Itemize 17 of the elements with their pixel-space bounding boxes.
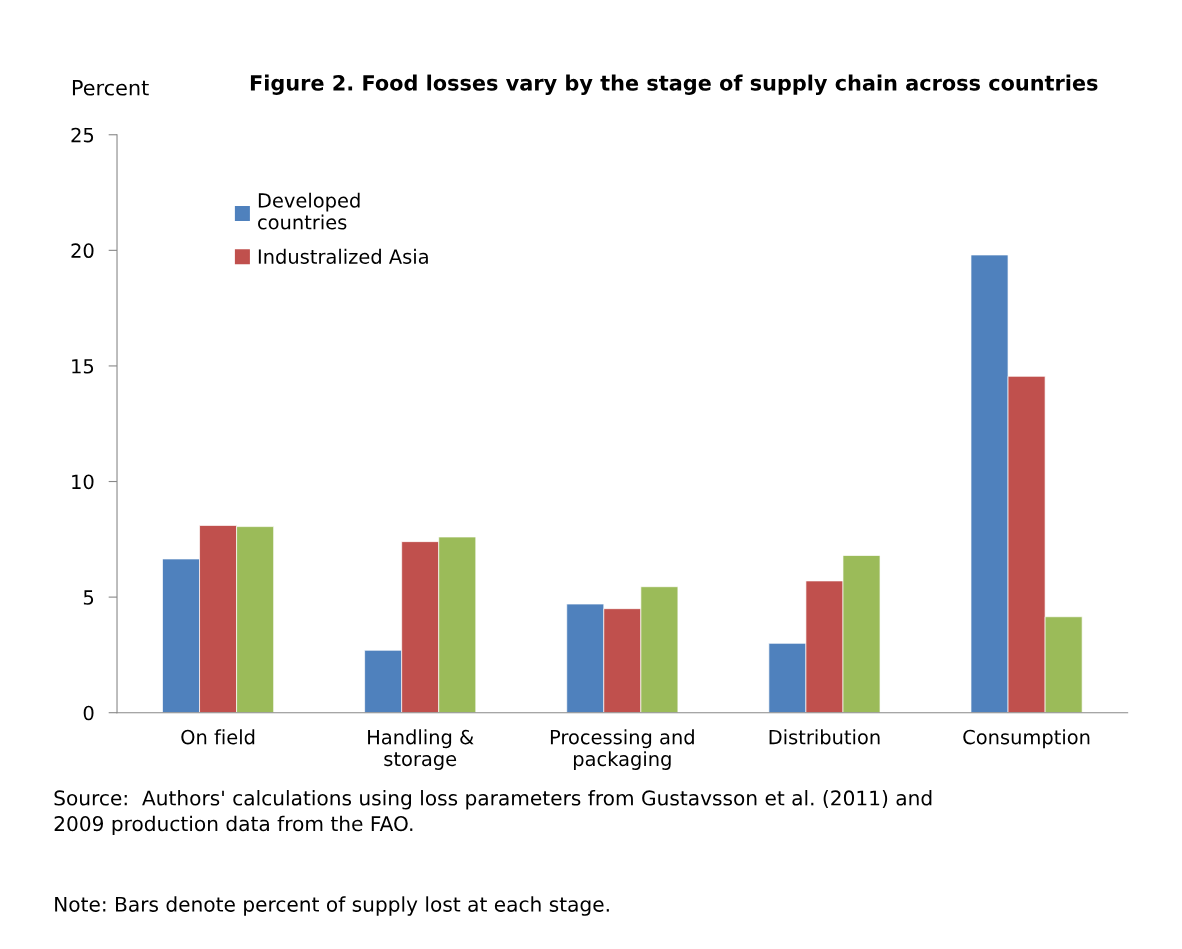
x-tick-label: On field: [181, 729, 255, 745]
y-tick-label: 20: [71, 243, 94, 259]
y-axis-title: Percent: [72, 80, 149, 96]
x-tick-label: Consumption: [963, 729, 1090, 749]
x-tick-label: Handling & storage: [368, 729, 474, 770]
x-tick-label: Distribution: [769, 729, 880, 745]
y-tick-label: 0: [83, 705, 94, 721]
legend-label: Industralized Asia: [258, 248, 428, 264]
y-tick-label: 25: [71, 127, 94, 143]
y-tick-label: 10: [72, 474, 94, 490]
legend-label: Developed countries: [258, 192, 360, 230]
x-tick-label: Processing and packaging: [550, 729, 694, 770]
chart-title: Figure 2. Food losses vary by the stage of supply chain across countries: [250, 74, 1098, 95]
y-tick-label: 15: [72, 359, 94, 374]
source-note: Source: Authors' calculations using loss parameters from Gustavsson et al. (2011) and 2009 production data from the FAO.: [54, 790, 932, 836]
y-tick-label: 5: [83, 590, 94, 605]
text: Note: Bars denote percent of supply lost at each stage.: [55, 896, 609, 916]
